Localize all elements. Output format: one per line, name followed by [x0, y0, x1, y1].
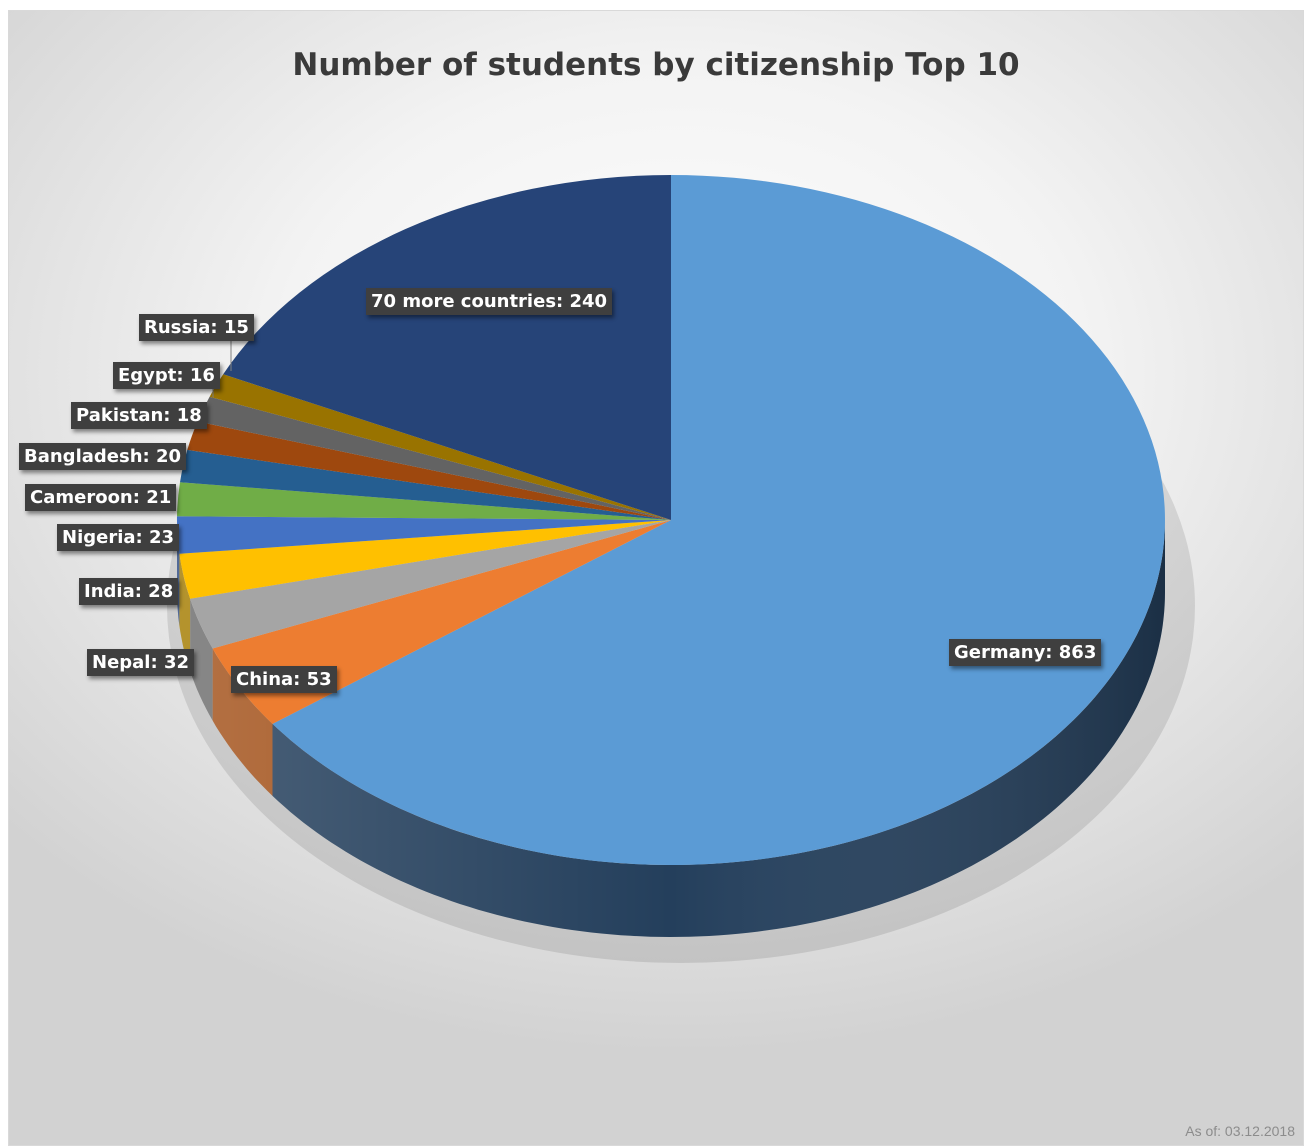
pie-slice-egypt — [197, 396, 671, 520]
pie-slice-nepal — [190, 520, 671, 649]
pie-sides — [177, 520, 1165, 937]
pie-slice-bangladesh — [180, 449, 671, 520]
data-label-russia: Russia: 15 — [139, 314, 254, 341]
data-label-70-more-countries: 70 more countries: 240 — [366, 288, 613, 315]
pie-slice-cameroon — [177, 482, 671, 520]
data-label-nigeria: Nigeria: 23 — [57, 524, 180, 551]
as-of-date: As of: 03.12.2018 — [1185, 1123, 1295, 1139]
data-label-india: India: 28 — [79, 578, 179, 605]
chart-title: Number of students by citizenship Top 10 — [292, 47, 1020, 83]
data-label-pakistan: Pakistan: 18 — [71, 402, 207, 429]
pie-top — [176, 175, 1165, 865]
data-label-germany: Germany: 863 — [949, 639, 1102, 666]
pie-slice-russia — [209, 374, 671, 520]
pie-slice-nigeria — [176, 516, 672, 554]
pie-side-shading — [177, 520, 1165, 937]
data-label-china: China: 53 — [231, 666, 337, 693]
pie-slice-70-more-countries — [223, 175, 671, 520]
pie-slice-germany — [272, 175, 1165, 865]
data-label-bangladesh: Bangladesh: 20 — [19, 443, 187, 470]
pie-slice-india — [179, 520, 671, 599]
data-label-nepal: Nepal: 32 — [87, 649, 194, 676]
pie-slice-pakistan — [187, 421, 672, 520]
pie-chart — [167, 175, 1195, 963]
data-label-egypt: Egypt: 16 — [113, 362, 220, 389]
chart-area: Number of students by citizenship Top 10… — [8, 10, 1304, 1146]
data-label-cameroon: Cameroon: 21 — [25, 484, 177, 511]
